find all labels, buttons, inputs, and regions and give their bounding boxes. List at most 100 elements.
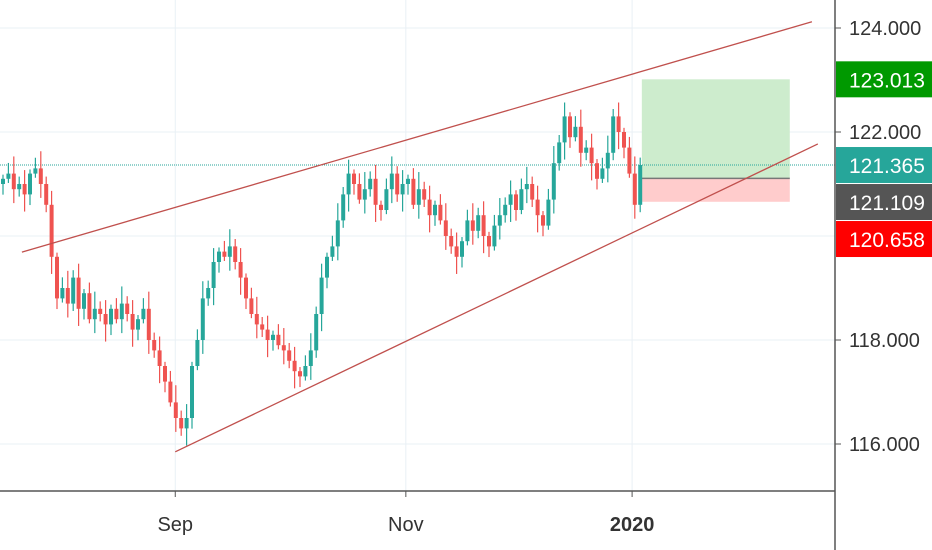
candle-down: [168, 381, 173, 403]
candle-up: [433, 204, 437, 216]
target-zone[interactable]: [641, 79, 790, 179]
candle-down: [438, 204, 443, 221]
candle-up: [406, 178, 410, 184]
candle-up: [638, 165, 643, 205]
candle-up: [17, 184, 22, 190]
candle-down: [233, 246, 238, 262]
candle-up: [217, 251, 221, 262]
candle-up: [346, 173, 351, 195]
candle-down: [298, 371, 302, 377]
candle-down: [568, 116, 572, 138]
candle-up: [519, 189, 524, 210]
candle-down: [65, 288, 70, 304]
candle-up: [200, 298, 205, 340]
candle-up: [503, 204, 508, 216]
candle-down: [157, 350, 162, 366]
candle-up: [362, 189, 367, 200]
price-tick-label: 122.000: [849, 122, 921, 144]
candle-down: [541, 215, 545, 226]
candle-up: [28, 173, 32, 195]
price-label-bg: [836, 61, 932, 98]
candle-up: [508, 194, 513, 205]
candle-up: [573, 126, 578, 138]
candle-down: [249, 298, 254, 314]
candle-down: [87, 293, 92, 320]
candle-down: [254, 314, 259, 325]
candle-down: [173, 402, 178, 418]
candle-up: [546, 199, 551, 226]
candle-down: [49, 204, 54, 257]
candle-down: [443, 220, 448, 236]
candle-up: [92, 308, 97, 320]
candle-up: [384, 189, 389, 210]
candle-up: [465, 220, 470, 242]
candle-down: [38, 168, 43, 184]
candle-up: [184, 418, 189, 429]
candle-down: [130, 314, 135, 330]
candle-down: [514, 194, 518, 210]
candle-up: [389, 173, 394, 190]
candle-up: [476, 215, 481, 231]
candle-up: [6, 173, 11, 179]
candle-down: [11, 173, 16, 190]
price-tick-label: 116.000: [849, 434, 920, 456]
candle-down: [238, 262, 243, 278]
candle-down: [357, 184, 362, 200]
candle-down: [622, 132, 626, 148]
candle-up: [325, 256, 329, 278]
candle-down: [163, 366, 167, 382]
candle-up: [368, 178, 373, 190]
candle-down: [530, 184, 535, 200]
candle-up: [190, 366, 194, 418]
candle-up: [271, 334, 275, 340]
candle-up: [605, 152, 610, 169]
candle-down: [422, 189, 427, 200]
grid: [0, 0, 835, 491]
candle-up: [314, 314, 319, 351]
candle-down: [589, 147, 594, 164]
candle-down: [222, 251, 227, 257]
candle-up: [227, 246, 232, 257]
candle-down: [379, 204, 383, 210]
candle-down: [152, 340, 157, 351]
candle-up: [60, 288, 65, 299]
candle-up: [319, 277, 324, 314]
candle-down: [76, 277, 81, 309]
candle-down: [627, 147, 632, 174]
candle-down: [244, 277, 248, 299]
candle-up: [82, 293, 86, 309]
candle-down: [595, 163, 599, 179]
candle-up: [195, 340, 200, 366]
candle-up: [109, 308, 113, 325]
candle-up: [71, 277, 76, 304]
stop-zone[interactable]: [641, 178, 790, 202]
price-label: 123.013: [849, 69, 925, 92]
candle-down: [395, 173, 400, 195]
time-tick-label: Sep: [157, 514, 193, 536]
price-label: 121.365: [849, 155, 925, 178]
candle-down: [276, 334, 281, 346]
trend-lines[interactable]: [21, 21, 819, 453]
candle-down: [22, 184, 27, 195]
price-label-bg: [836, 184, 932, 221]
upper-channel-line[interactable]: [21, 21, 813, 253]
candle-down: [578, 126, 583, 153]
candle-down: [146, 308, 151, 340]
candle-up: [211, 262, 216, 288]
candle-down: [287, 350, 292, 361]
candle-up: [136, 319, 140, 330]
lower-channel-line[interactable]: [174, 143, 819, 453]
candles: [1, 102, 643, 446]
candle-down: [487, 236, 491, 247]
candle-down: [427, 199, 432, 216]
price-label-bg: [836, 221, 932, 258]
candle-up: [1, 178, 5, 184]
candle-up: [460, 241, 464, 257]
candle-down: [470, 220, 475, 231]
long-position-tool[interactable]: [0, 79, 835, 202]
candle-down: [125, 303, 130, 314]
candle-up: [584, 147, 589, 153]
candle-up: [400, 184, 405, 195]
